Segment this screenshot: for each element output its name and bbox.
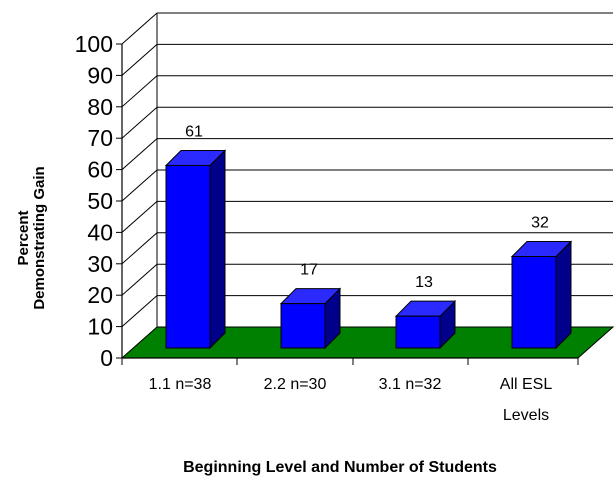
side-wall-gridline (121, 44, 158, 76)
bar (511, 256, 557, 349)
y-tick-label: 80 (87, 94, 113, 120)
side-wall-gridline (121, 12, 158, 45)
y-tick-label: 20 (87, 282, 113, 308)
x-category-label: All ESL (500, 376, 553, 393)
y-tick-label: 90 (87, 62, 113, 88)
bar-side (555, 240, 572, 350)
x-axis-title: Beginning Level and Number of Students (183, 459, 497, 476)
bar (165, 164, 211, 349)
side-wall-gridline (121, 75, 158, 108)
side-wall-gridline (121, 201, 158, 233)
side-wall-gridline (121, 169, 158, 202)
side-wall-gridline (121, 232, 158, 265)
y-tick-label: 50 (87, 188, 113, 214)
x-category-label: Levels (503, 407, 549, 424)
bar-value-label: 13 (415, 274, 433, 291)
side-wall-gridline (121, 106, 158, 139)
side-wall-gridline (121, 138, 158, 170)
side-wall-gridline (121, 295, 158, 327)
x-category-label: 1.1 n=38 (149, 376, 212, 393)
y-tick-label: 40 (87, 219, 113, 245)
x-category-label: 3.1 n=32 (379, 376, 442, 393)
y-axis-title-line: Percent (15, 210, 32, 265)
y-tick-label: 10 (87, 314, 113, 340)
bar-value-label: 32 (531, 215, 549, 232)
bar (280, 303, 326, 349)
y-tick-label: 30 (87, 251, 113, 277)
y-tick-label: 70 (87, 125, 113, 151)
y-tick-label: 0 (100, 345, 113, 371)
bar-side (209, 149, 226, 350)
x-category-label: 2.2 n=30 (264, 376, 327, 393)
y-axis-title: Percent Demonstrating Gain (15, 166, 48, 309)
bar-value-label: 17 (300, 262, 318, 279)
bar (395, 315, 441, 349)
side-wall-gridline (121, 263, 158, 296)
y-tick-label: 100 (75, 31, 113, 57)
y-tick-label: 60 (87, 157, 113, 183)
y-axis-title-line: Demonstrating Gain (31, 166, 48, 309)
bar-value-label: 61 (185, 123, 203, 140)
